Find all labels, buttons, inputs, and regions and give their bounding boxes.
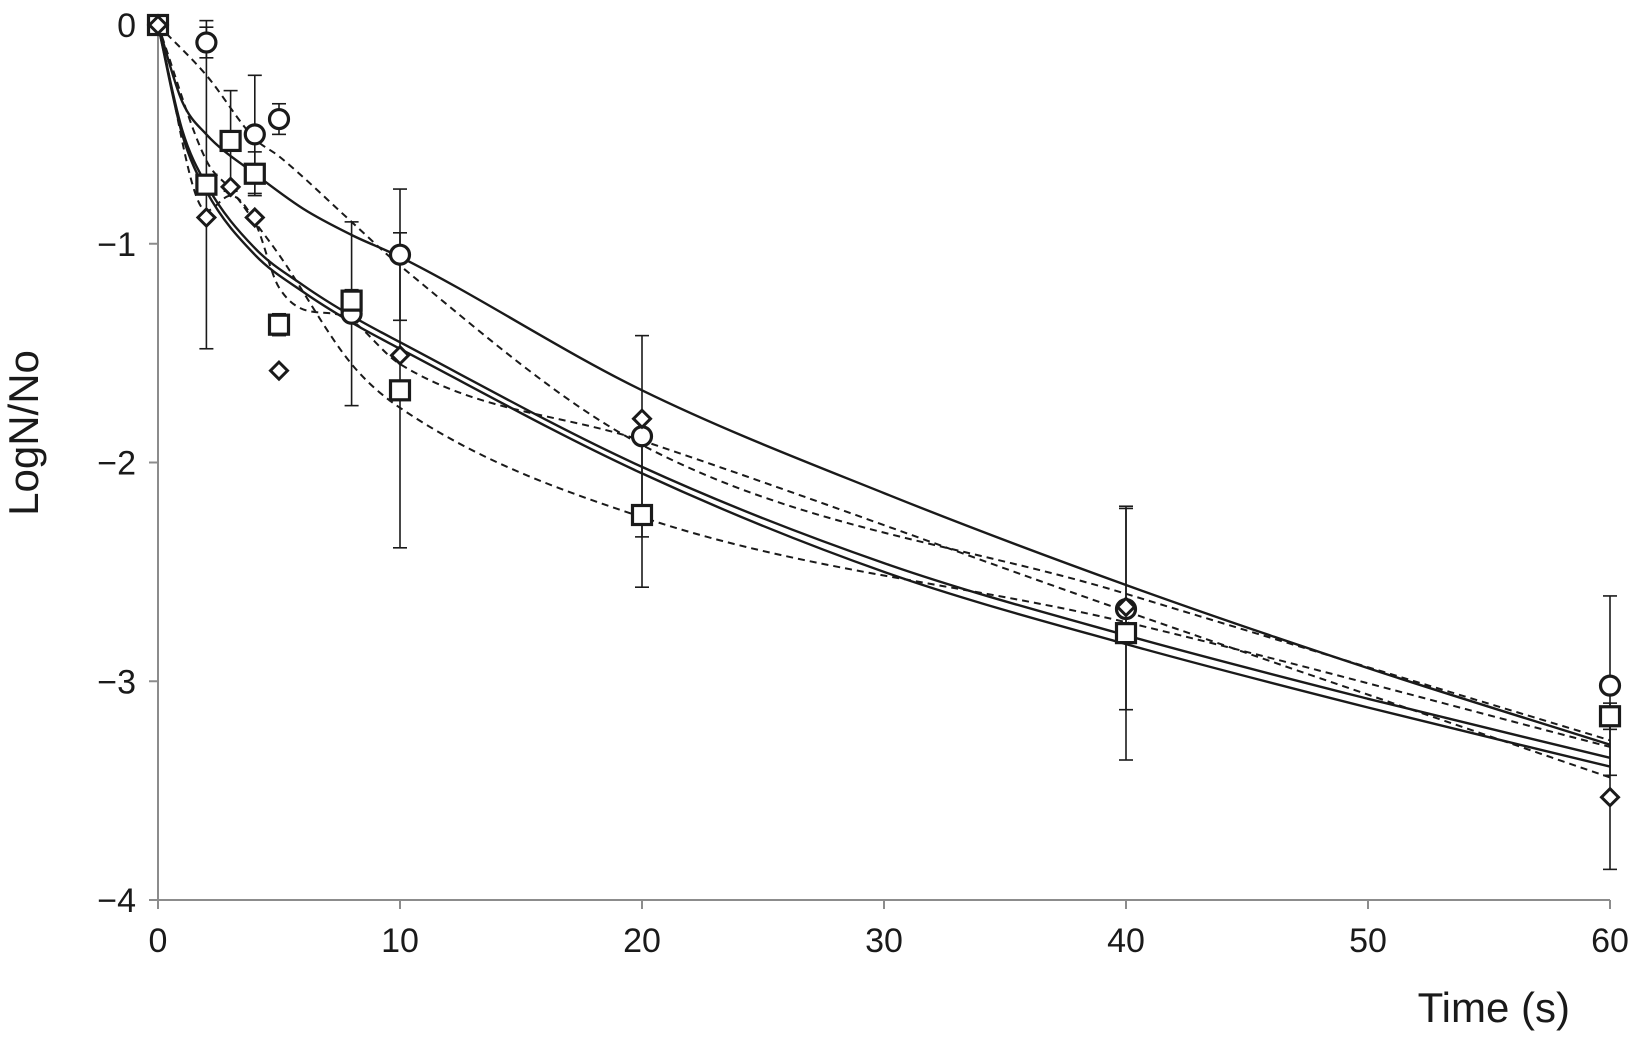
y-tick-label: −1	[97, 226, 136, 264]
square-marker	[243, 162, 266, 185]
square-marker	[267, 313, 291, 336]
fit-lines	[156, 24, 1611, 779]
solid-fit-line	[156, 24, 1611, 768]
diamond-marker	[244, 206, 266, 229]
x-axis-ticks: 0 10 20 30 40 50 60	[149, 900, 1629, 960]
y-axis-title: LogN/No	[0, 350, 47, 516]
dashed-fit-line	[157, 24, 1611, 748]
x-tick-label: 50	[1349, 922, 1387, 960]
dashed-fit-line	[157, 24, 1611, 779]
diamond-marker	[1599, 786, 1621, 808]
diamond-marker	[1115, 596, 1137, 618]
square-marker	[340, 289, 363, 312]
square-marker	[388, 379, 412, 402]
solid-fit-line	[156, 24, 1611, 759]
x-tick-label: 60	[1591, 922, 1629, 960]
error-bars	[199, 19, 1617, 871]
square-marker	[195, 173, 218, 196]
diamond-marker	[268, 360, 290, 382]
circle-marker	[1598, 674, 1622, 697]
axes: 0 10 20 30 40 50 60 0 −1 −2 −3 −4	[97, 7, 1629, 960]
x-tick-label: 30	[865, 922, 903, 960]
x-axis-title: Time (s)	[1418, 984, 1570, 1031]
square-marker	[1598, 705, 1622, 728]
dashed-fit-line	[157, 24, 1611, 742]
y-tick-label: −4	[97, 882, 136, 920]
x-tick-label: 20	[623, 922, 661, 960]
x-tick-label: 10	[381, 922, 419, 960]
solid-fit-line	[156, 24, 1611, 746]
square-marker	[219, 129, 242, 153]
diamond-marker	[631, 408, 653, 430]
y-tick-label: 0	[117, 7, 136, 45]
diamond-marker	[147, 14, 169, 36]
diamond-marker	[389, 344, 411, 366]
x-tick-label: 40	[1107, 922, 1145, 960]
square-marker	[1114, 622, 1138, 645]
circle-marker	[195, 31, 218, 54]
y-axis-ticks: 0 −1 −2 −3 −4	[97, 7, 158, 920]
y-tick-label: −2	[97, 445, 136, 483]
x-tick-label: 0	[149, 922, 168, 960]
circle-marker	[243, 123, 266, 146]
circle-marker	[267, 107, 291, 131]
square-marker	[630, 503, 654, 527]
circle-marker	[388, 243, 412, 266]
diamond-marker	[219, 176, 242, 198]
circle-marker	[630, 425, 654, 448]
diamond-marker	[195, 206, 218, 229]
y-tick-label: −3	[97, 663, 136, 701]
data-markers	[146, 13, 1622, 808]
